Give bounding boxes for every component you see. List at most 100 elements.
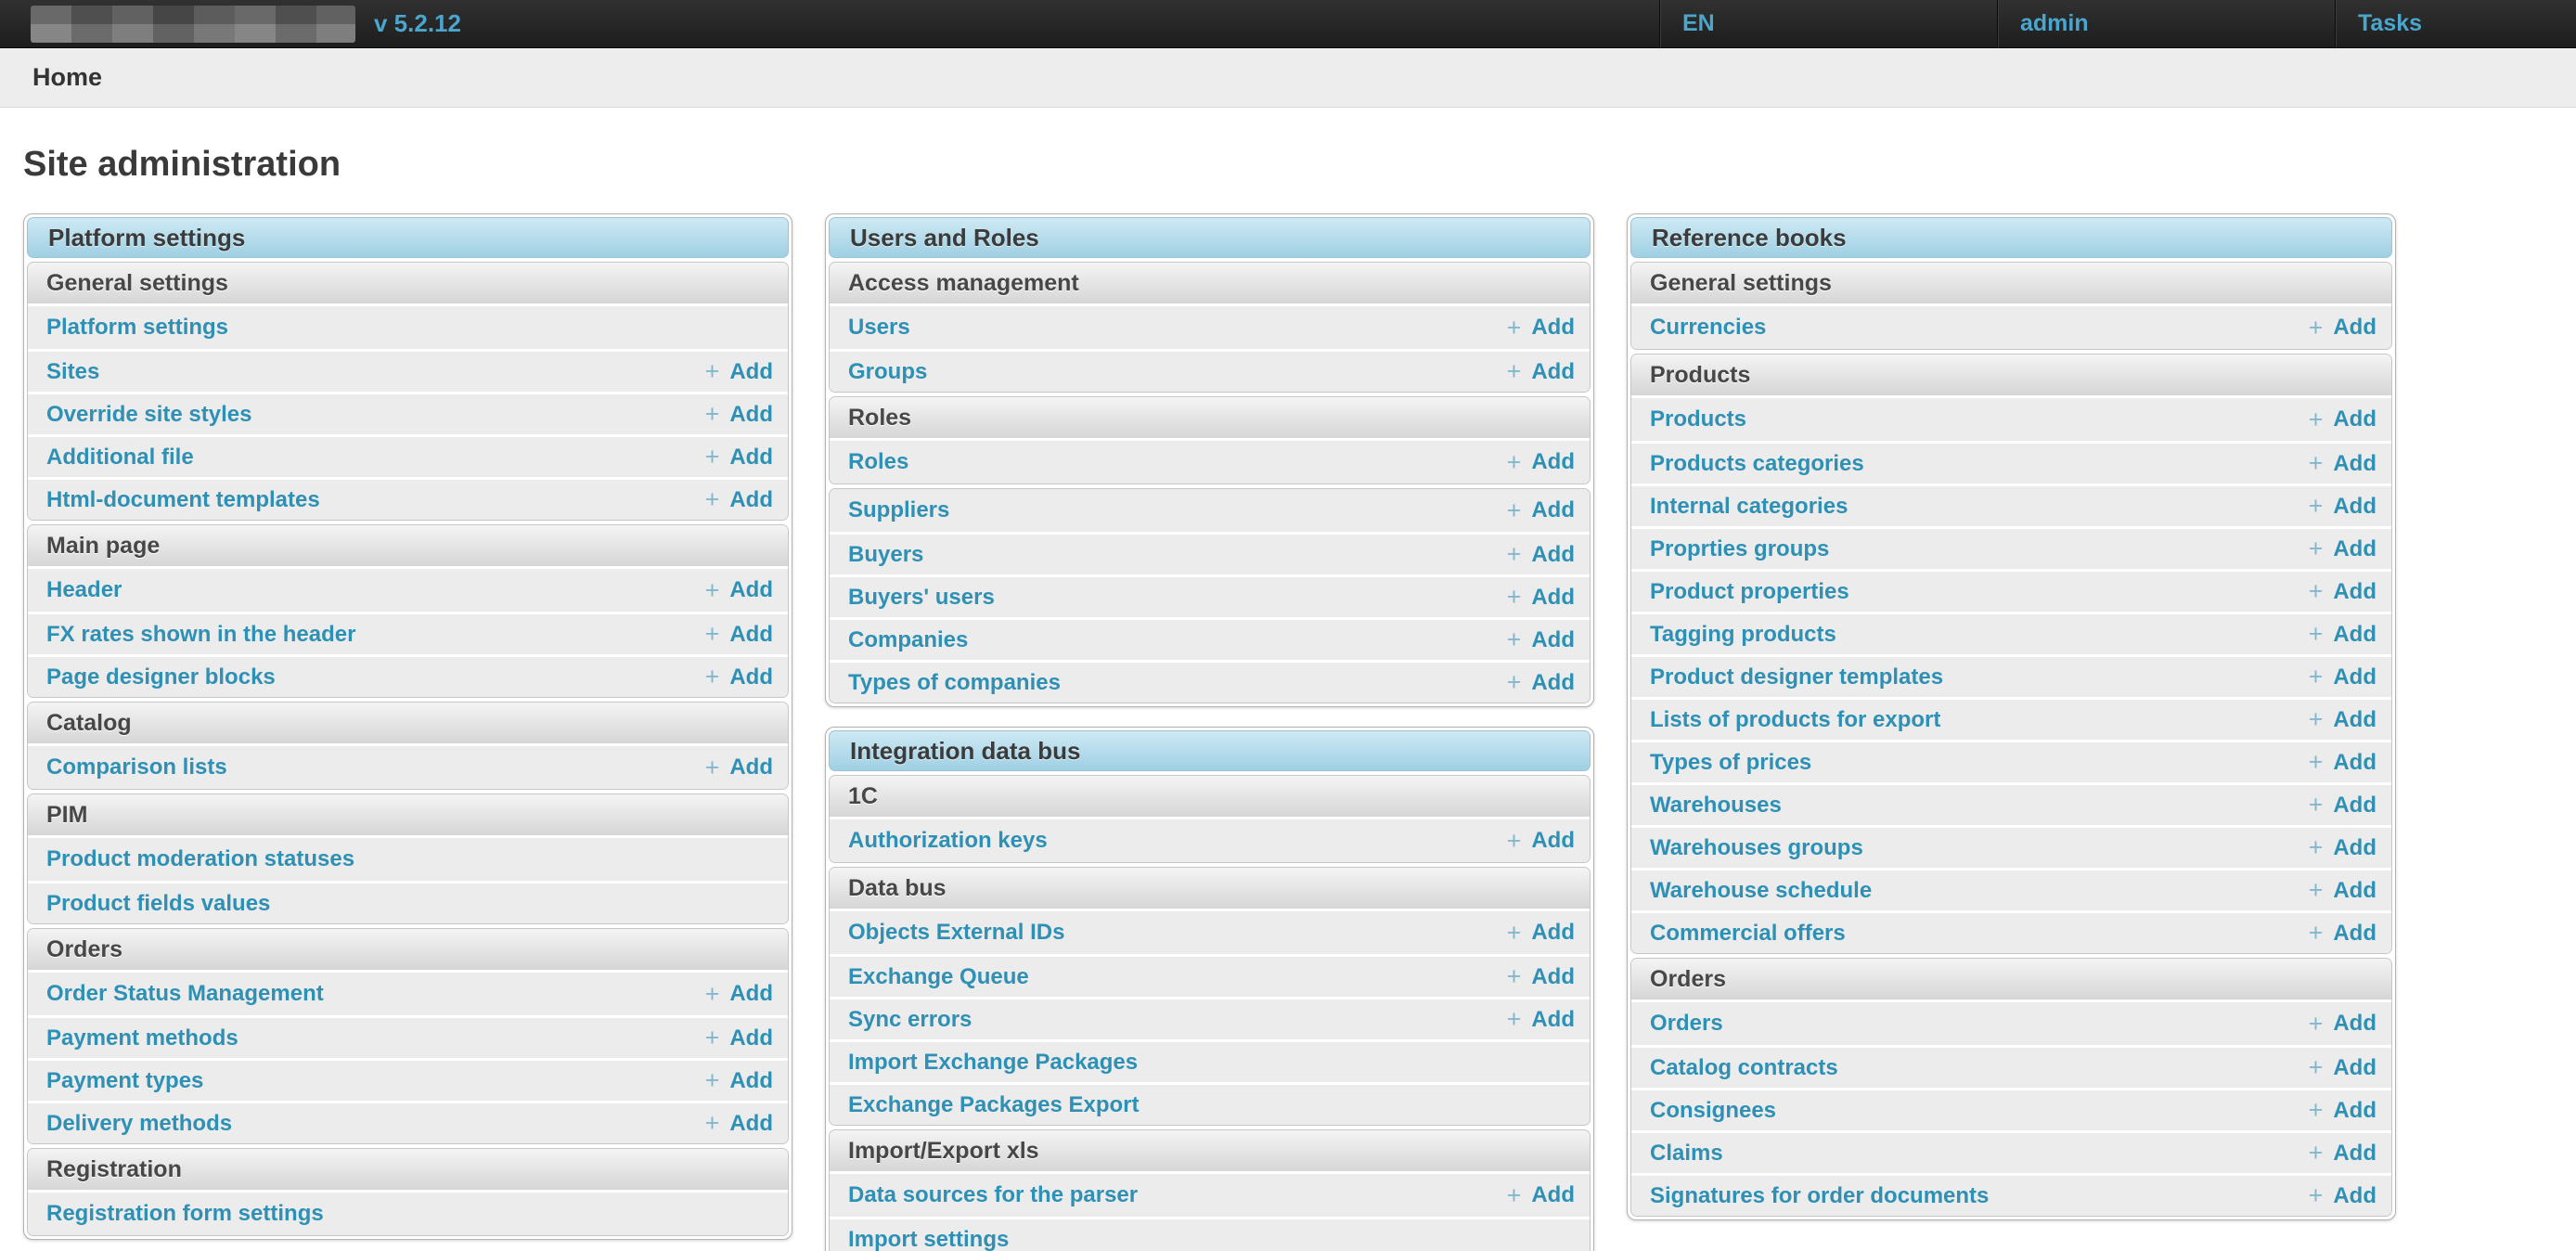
plus-icon[interactable]: + [2308,1009,2324,1038]
model-link[interactable]: Buyers [848,541,924,567]
add-link[interactable]: + Add [705,577,773,603]
add-label[interactable]: Add [729,486,773,512]
model-link[interactable]: Types of companies [848,669,1061,695]
plus-icon[interactable]: + [704,1066,720,1094]
add-link[interactable]: + Add [2309,536,2376,562]
model-link[interactable]: Currencies [1650,315,1767,340]
model-link[interactable]: Companies [848,626,969,652]
plus-icon[interactable]: + [1506,668,1522,696]
add-link[interactable]: + Add [1507,1182,1575,1208]
plus-icon[interactable]: + [704,1024,720,1051]
plus-icon[interactable]: + [1506,496,1522,524]
model-link[interactable]: Orders [1650,1011,1723,1036]
add-link[interactable]: + Add [705,664,773,690]
add-link[interactable]: + Add [2309,1055,2376,1081]
add-label[interactable]: Add [729,1025,773,1051]
model-link[interactable]: Import Exchange Packages [848,1049,1139,1075]
model-link[interactable]: Header [46,577,122,602]
add-label[interactable]: Add [1531,1006,1575,1032]
add-label[interactable]: Add [1531,497,1575,522]
plus-icon[interactable]: + [2308,919,2324,947]
add-label[interactable]: Add [1531,828,1575,853]
model-link[interactable]: Tagging products [1650,621,1836,647]
add-link[interactable]: + Add [705,359,773,385]
add-link[interactable]: + Add [2309,878,2376,904]
model-link[interactable]: Roles [848,449,909,474]
add-label[interactable]: Add [2333,406,2376,432]
plus-icon[interactable]: + [2308,449,2324,477]
add-label[interactable]: Add [729,754,773,780]
plus-icon[interactable]: + [2308,313,2324,342]
app-logo-blurred[interactable] [31,5,355,43]
add-label[interactable]: Add [729,621,773,647]
model-link[interactable]: Delivery methods [46,1110,233,1136]
add-label[interactable]: Add [1531,315,1575,340]
add-link[interactable]: + Add [2309,1183,2376,1209]
add-link[interactable]: + Add [705,402,773,428]
model-link[interactable]: Override site styles [46,401,252,427]
plus-icon[interactable]: + [704,575,720,604]
breadcrumb-home-link[interactable]: Home [32,63,103,91]
add-label[interactable]: Add [1531,541,1575,567]
model-link[interactable]: Internal categories [1650,493,1848,519]
plus-icon[interactable]: + [704,663,720,690]
plus-icon[interactable]: + [2308,577,2324,605]
plus-icon[interactable]: + [2308,705,2324,733]
add-link[interactable]: + Add [705,445,773,471]
add-link[interactable]: + Add [705,754,773,780]
add-label[interactable]: Add [2333,920,2376,946]
plus-icon[interactable]: + [1506,540,1522,568]
add-link[interactable]: + Add [1507,542,1575,568]
plus-icon[interactable]: + [1506,918,1522,947]
add-link[interactable]: + Add [2309,707,2376,733]
add-label[interactable]: Add [2333,664,2376,690]
add-label[interactable]: Add [2333,706,2376,732]
add-link[interactable]: + Add [2309,622,2376,648]
model-link[interactable]: Payment methods [46,1025,238,1051]
add-link[interactable]: + Add [705,487,773,513]
add-label[interactable]: Add [2333,493,2376,519]
add-label[interactable]: Add [2333,792,2376,818]
add-label[interactable]: Add [729,577,773,602]
add-link[interactable]: + Add [1507,359,1575,385]
plus-icon[interactable]: + [2308,791,2324,819]
add-label[interactable]: Add [2333,1011,2376,1036]
plus-icon[interactable]: + [704,1109,720,1137]
model-link[interactable]: Html-document templates [46,486,320,512]
model-link[interactable]: Claims [1650,1140,1723,1166]
model-link[interactable]: Exchange Packages Export [848,1091,1140,1117]
plus-icon[interactable]: + [1506,962,1522,990]
add-link[interactable]: + Add [1507,497,1575,523]
model-link[interactable]: Products categories [1650,450,1864,476]
add-label[interactable]: Add [729,664,773,690]
add-label[interactable]: Add [1531,963,1575,989]
add-link[interactable]: + Add [705,981,773,1007]
add-label[interactable]: Add [1531,358,1575,384]
model-link[interactable]: FX rates shown in the header [46,621,356,647]
plus-icon[interactable]: + [2308,876,2324,904]
add-link[interactable]: + Add [2309,1098,2376,1124]
model-link[interactable]: Signatures for order documents [1650,1182,1990,1208]
add-label[interactable]: Add [729,358,773,384]
plus-icon[interactable]: + [2308,663,2324,690]
plus-icon[interactable]: + [704,979,720,1008]
plus-icon[interactable]: + [2308,833,2324,861]
add-link[interactable]: + Add [1507,964,1575,990]
add-label[interactable]: Add [1531,449,1575,474]
add-link[interactable]: + Add [1507,585,1575,611]
add-link[interactable]: + Add [2309,1011,2376,1037]
model-link[interactable]: Commercial offers [1650,920,1846,946]
add-link[interactable]: + Add [705,1068,773,1094]
model-link[interactable]: Page designer blocks [46,664,276,690]
add-label[interactable]: Add [1531,1182,1575,1207]
nav-item-language[interactable]: EN [1659,0,1997,47]
add-link[interactable]: + Add [1507,449,1575,475]
add-link[interactable]: + Add [1507,670,1575,696]
add-link[interactable]: + Add [2309,315,2376,341]
add-label[interactable]: Add [1531,920,1575,945]
plus-icon[interactable]: + [2308,1053,2324,1081]
plus-icon[interactable]: + [1506,583,1522,611]
model-link[interactable]: Objects External IDs [848,920,1065,945]
model-link[interactable]: Warehouses groups [1650,834,1863,860]
plus-icon[interactable]: + [1506,313,1522,342]
